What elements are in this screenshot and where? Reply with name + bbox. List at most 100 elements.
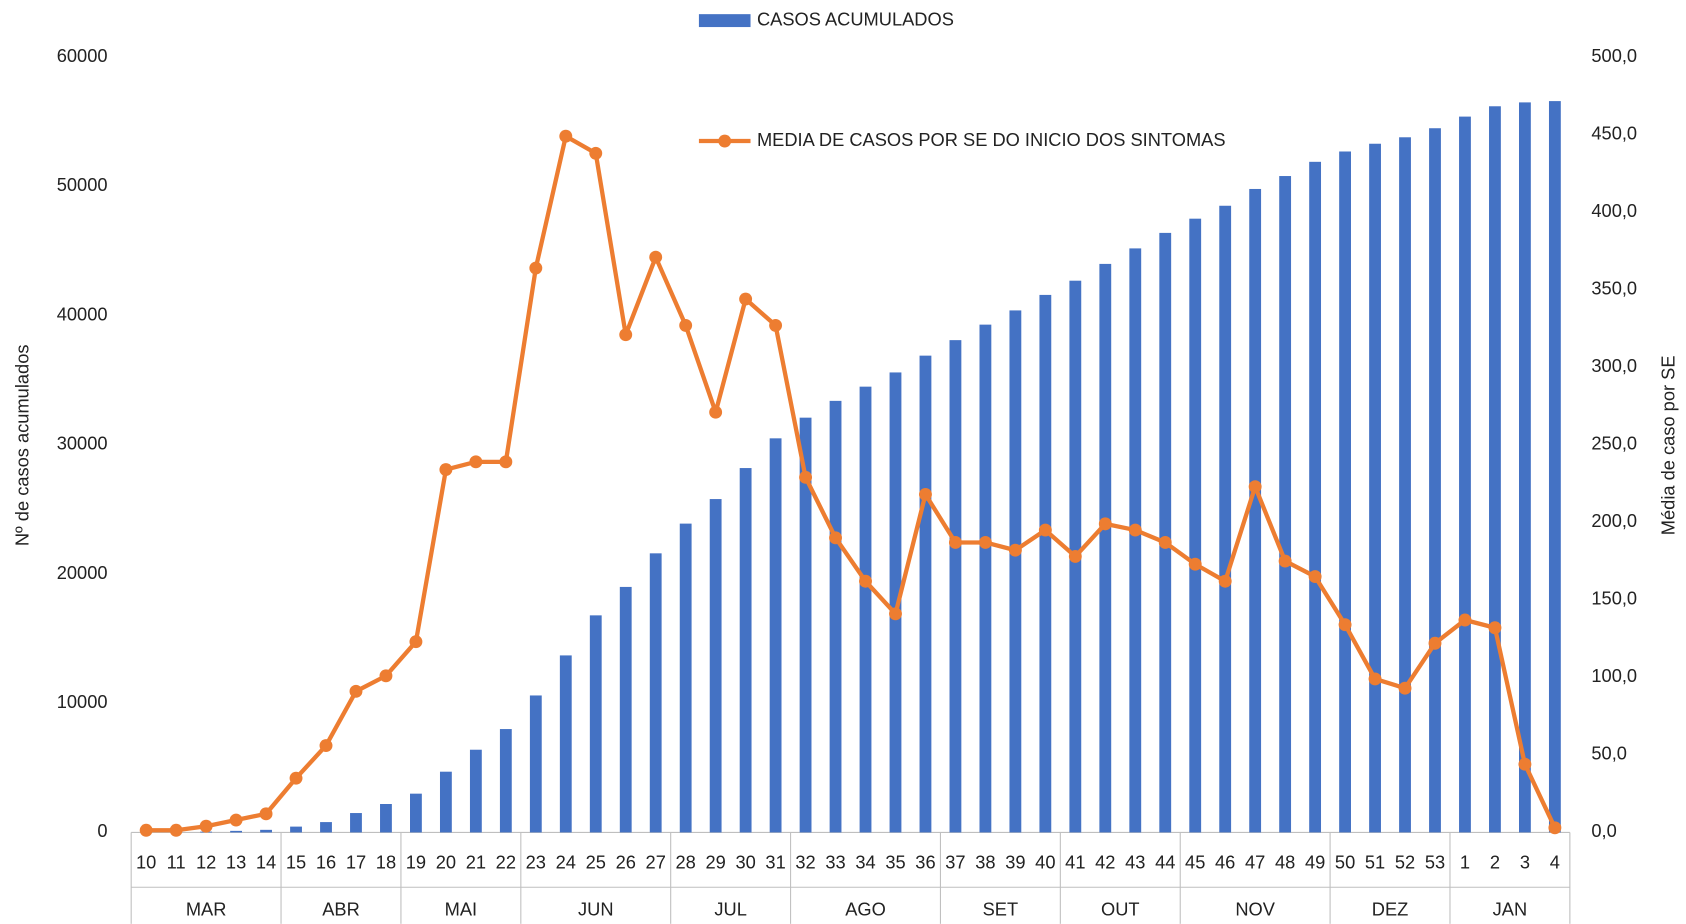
marker [439, 463, 453, 477]
marker [948, 536, 962, 549]
bar [1339, 151, 1351, 833]
bar [1189, 218, 1202, 833]
bar [1099, 263, 1112, 833]
x-tick-label: 12 [196, 851, 216, 872]
x-tick-label: 26 [616, 851, 636, 872]
marker [1248, 480, 1262, 494]
marker [889, 607, 902, 621]
bar [1399, 137, 1411, 833]
marker [829, 531, 842, 545]
marker [379, 669, 393, 683]
x-tick-label: 13 [226, 851, 246, 872]
x-tick-label: 27 [646, 851, 666, 872]
bar [949, 340, 962, 833]
bar [439, 771, 452, 833]
marker [199, 819, 213, 833]
bar [829, 400, 842, 833]
x-tick-label: 44 [1155, 851, 1175, 872]
group-label: MAI [445, 899, 477, 920]
bar [619, 586, 632, 833]
marker [1518, 757, 1532, 771]
marker [1548, 821, 1562, 835]
marker [1398, 681, 1412, 695]
marker [1278, 554, 1292, 568]
x-tick-label: 47 [1245, 851, 1265, 872]
bar [1129, 248, 1142, 833]
marker [1368, 672, 1382, 686]
bar [1518, 102, 1531, 833]
y-axis-title: Nº de casos acumulados [11, 345, 32, 547]
marker [1428, 636, 1442, 650]
bar [380, 803, 392, 833]
group-label: JUN [578, 899, 614, 920]
y2-tick-label: 400,0 [1591, 200, 1637, 221]
y-tick-label: 30000 [57, 433, 108, 454]
marker [709, 405, 723, 419]
marker [619, 328, 633, 342]
x-tick-label: 21 [466, 851, 486, 872]
marker [1308, 570, 1322, 584]
x-tick-label: 1 [1460, 851, 1470, 872]
x-tick-label: 34 [855, 851, 875, 872]
marker [409, 635, 423, 649]
marker [259, 807, 273, 821]
bar [499, 729, 512, 833]
bar [1369, 143, 1381, 833]
y-tick-label: 60000 [57, 45, 108, 66]
y2-tick-label: 200,0 [1591, 510, 1637, 531]
marker [1188, 557, 1202, 571]
marker [1038, 523, 1052, 537]
marker [1128, 523, 1142, 537]
marker [469, 455, 483, 469]
bar [799, 417, 812, 833]
bar [919, 355, 932, 833]
bar [1279, 176, 1292, 833]
bar [739, 468, 752, 833]
marker [799, 470, 813, 484]
group-label: JAN [1493, 899, 1528, 920]
marker [649, 250, 663, 264]
marker [499, 455, 513, 469]
x-tick-label: 53 [1425, 851, 1445, 872]
bar [1459, 116, 1471, 833]
y2-tick-label: 250,0 [1591, 433, 1637, 454]
marker [289, 771, 303, 785]
bar [1009, 310, 1022, 833]
marker [319, 739, 333, 753]
group-label: ABR [322, 899, 360, 920]
x-tick-label: 16 [316, 851, 336, 872]
x-tick-label: 38 [975, 851, 995, 872]
marker [1458, 613, 1472, 627]
x-tick-label: 30 [735, 851, 755, 872]
x-tick-label: 14 [256, 851, 276, 872]
legend-swatch [718, 134, 732, 148]
bar [1548, 101, 1561, 833]
bar [469, 749, 482, 833]
marker [1158, 536, 1172, 549]
y-tick-label: 50000 [57, 174, 108, 195]
bar [1309, 161, 1322, 833]
marker [559, 129, 573, 143]
legend-label: CASOS ACUMULADOS [757, 8, 954, 29]
marker [1488, 621, 1502, 635]
y-tick-label: 0 [97, 820, 107, 841]
bar [679, 523, 692, 833]
group-label: MAR [186, 899, 227, 920]
group-label: AGO [845, 899, 886, 920]
y2-tick-label: 500,0 [1591, 45, 1637, 66]
x-tick-label: 45 [1185, 851, 1205, 872]
bar [1219, 205, 1232, 833]
x-tick-label: 46 [1215, 851, 1235, 872]
marker [978, 536, 992, 549]
y2-tick-label: 300,0 [1591, 355, 1637, 376]
x-tick-label: 29 [705, 851, 725, 872]
x-tick-label: 42 [1095, 851, 1115, 872]
bar [1039, 294, 1052, 833]
x-tick-label: 25 [586, 851, 606, 872]
y-tick-label: 40000 [57, 303, 108, 324]
y2-tick-label: 350,0 [1591, 278, 1637, 299]
marker [859, 574, 872, 588]
marker [1008, 543, 1022, 557]
bar [889, 372, 902, 833]
